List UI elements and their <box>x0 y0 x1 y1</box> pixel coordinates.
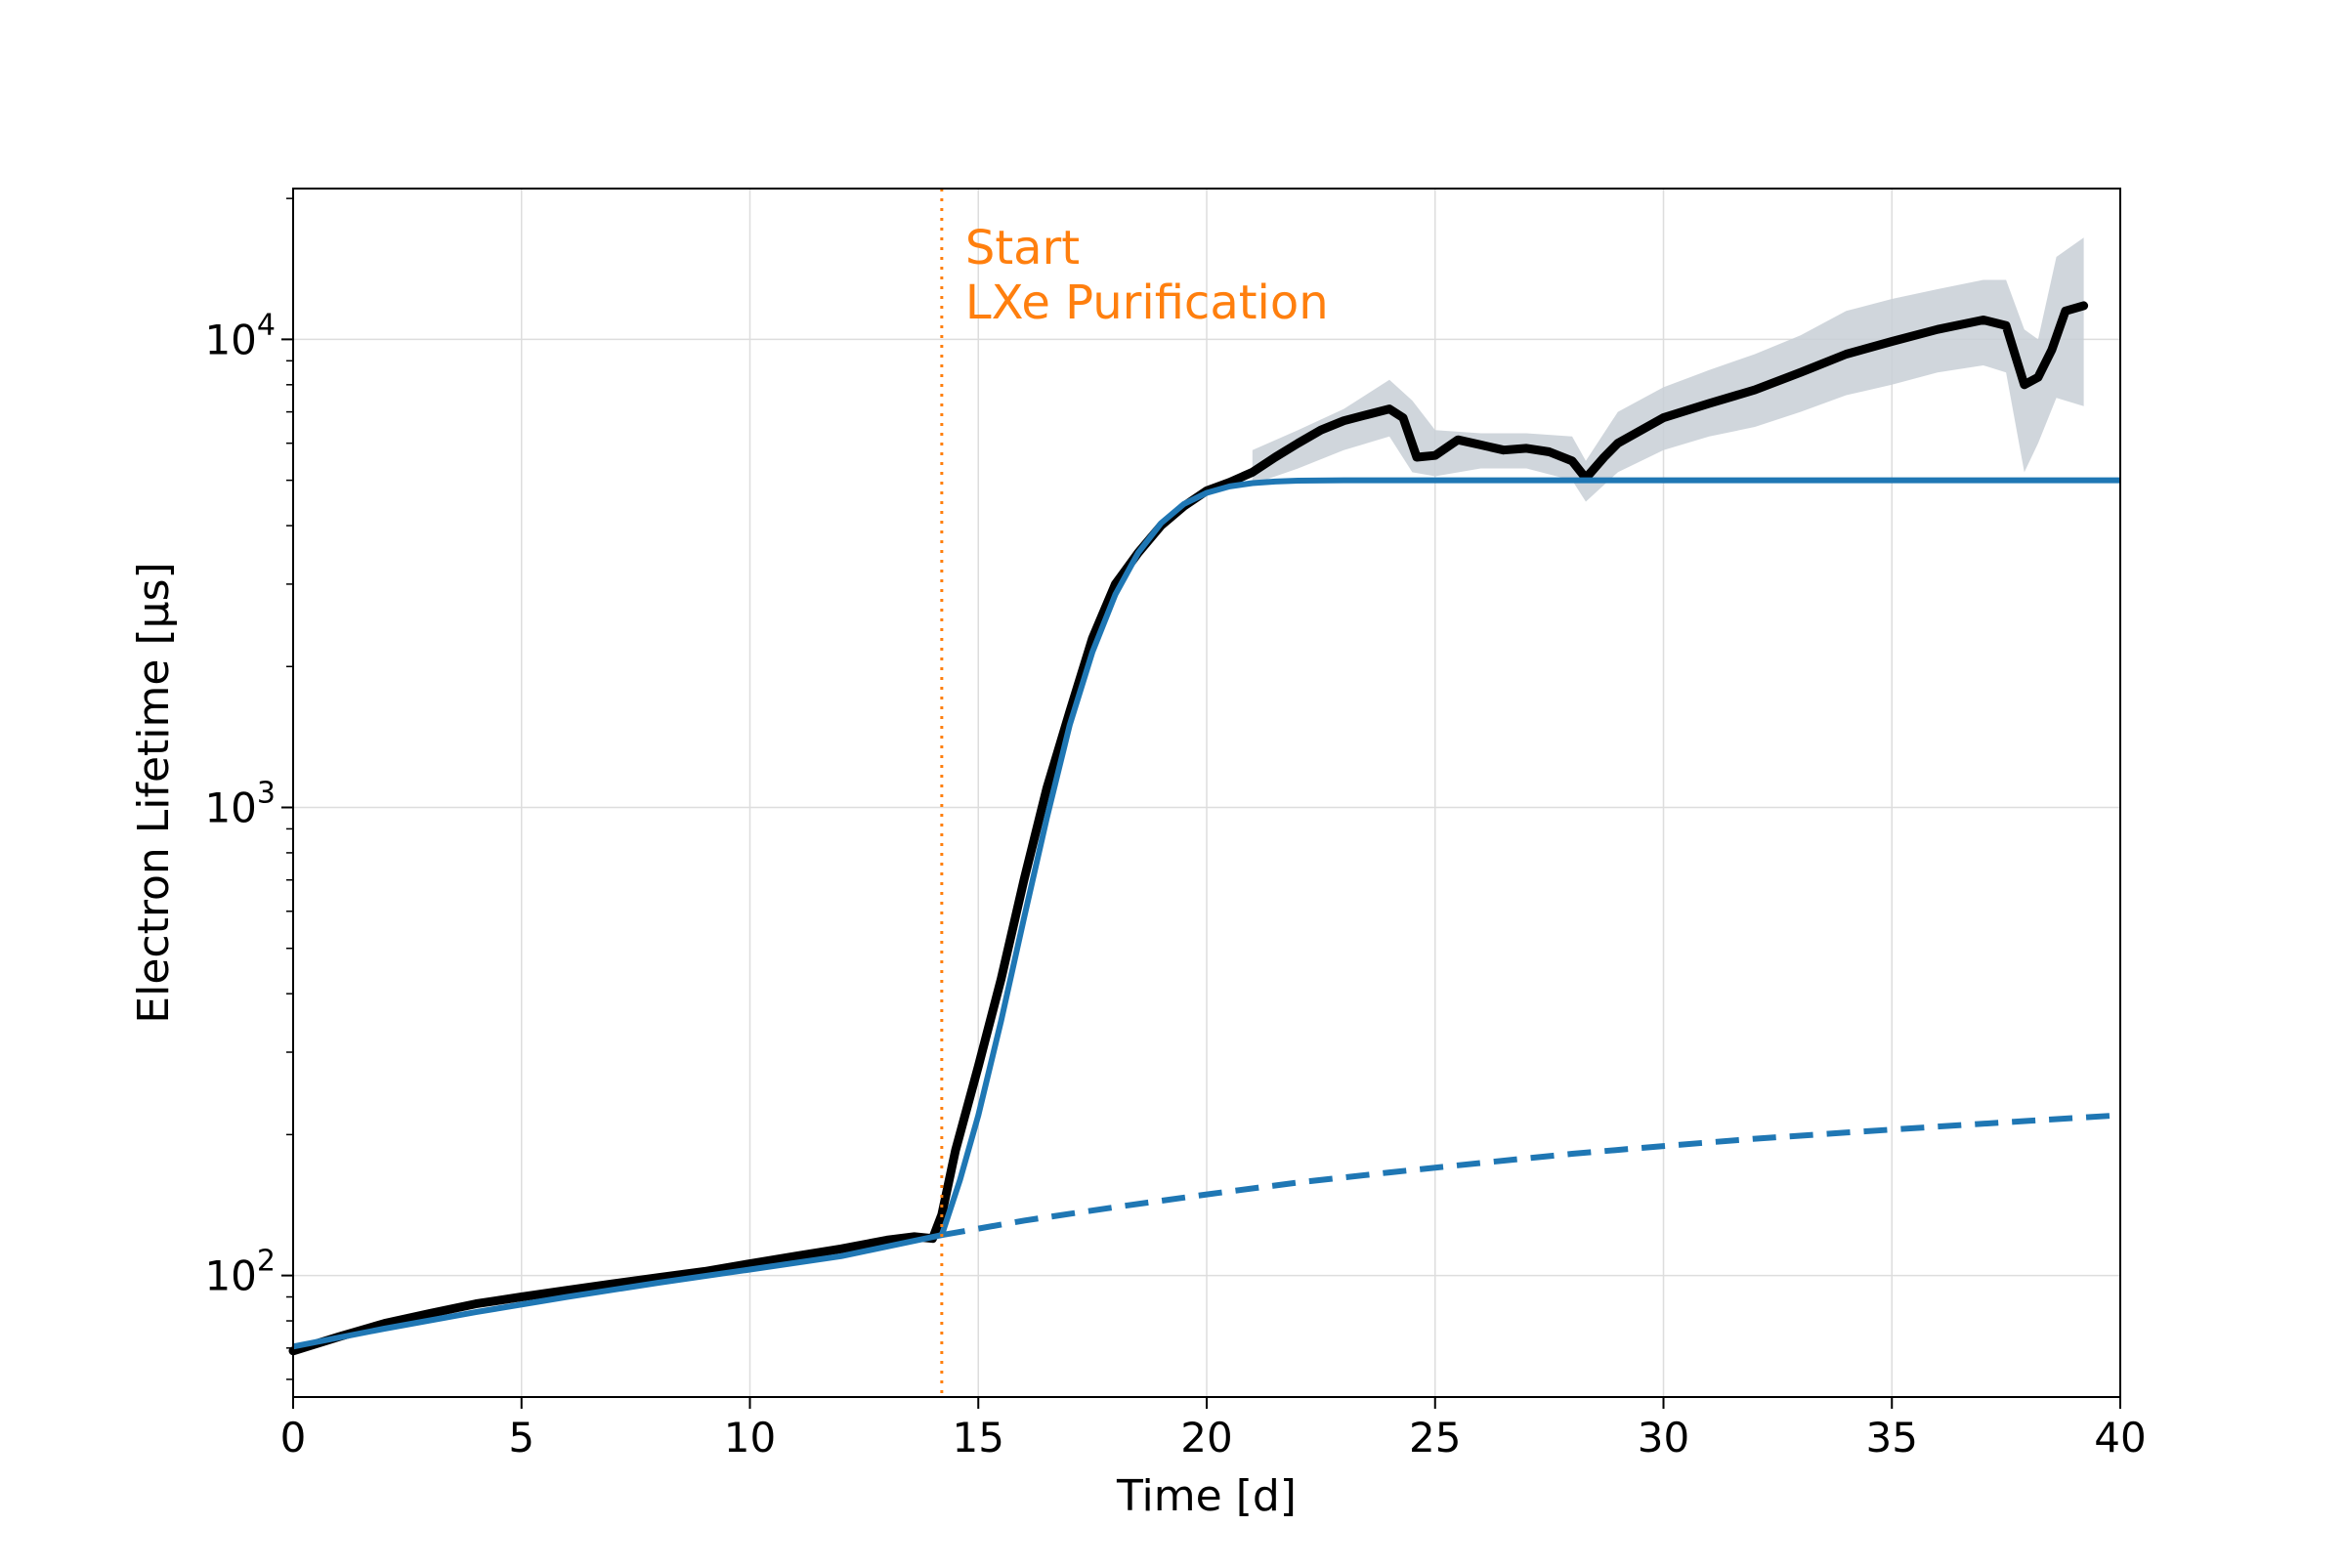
data-trace <box>288 301 2089 1356</box>
uncertainty-band <box>1252 237 2084 502</box>
x-axis-title: Time [d] <box>1116 1471 1297 1521</box>
uncertainty-band-layer <box>1252 237 2084 502</box>
x-tick-label: 0 <box>280 1414 307 1462</box>
annotation-start-label: Start <box>965 221 1080 275</box>
fit-curve <box>292 477 2120 1350</box>
x-tick-label: 30 <box>1638 1414 1689 1462</box>
x-tick-label: 40 <box>2094 1414 2146 1462</box>
fit-layer <box>292 477 2121 1350</box>
x-tick-label: 35 <box>1866 1414 1918 1462</box>
x-tick-label: 15 <box>953 1414 1004 1462</box>
axis-ticks: 0 5 10 15 20 25 30 35 40 102 103 104 <box>204 197 2147 1462</box>
annotation-layer: Start LXe Purification <box>940 189 1329 1397</box>
y-tick-label: 102 <box>204 1245 276 1300</box>
x-tick-label: 5 <box>508 1414 534 1462</box>
y-axis-title: Electron Lifetime [μs] <box>129 562 179 1023</box>
annotation-purification-label: LXe Purification <box>965 275 1329 330</box>
x-tick-label: 25 <box>1409 1414 1461 1462</box>
y-tick-label: 103 <box>204 776 276 831</box>
data-layer <box>288 301 2089 1356</box>
y-tick-label: 104 <box>204 308 276 363</box>
extrapolation-curve <box>941 1112 2121 1239</box>
x-tick-label: 20 <box>1180 1414 1232 1462</box>
x-tick-label: 10 <box>724 1414 776 1462</box>
